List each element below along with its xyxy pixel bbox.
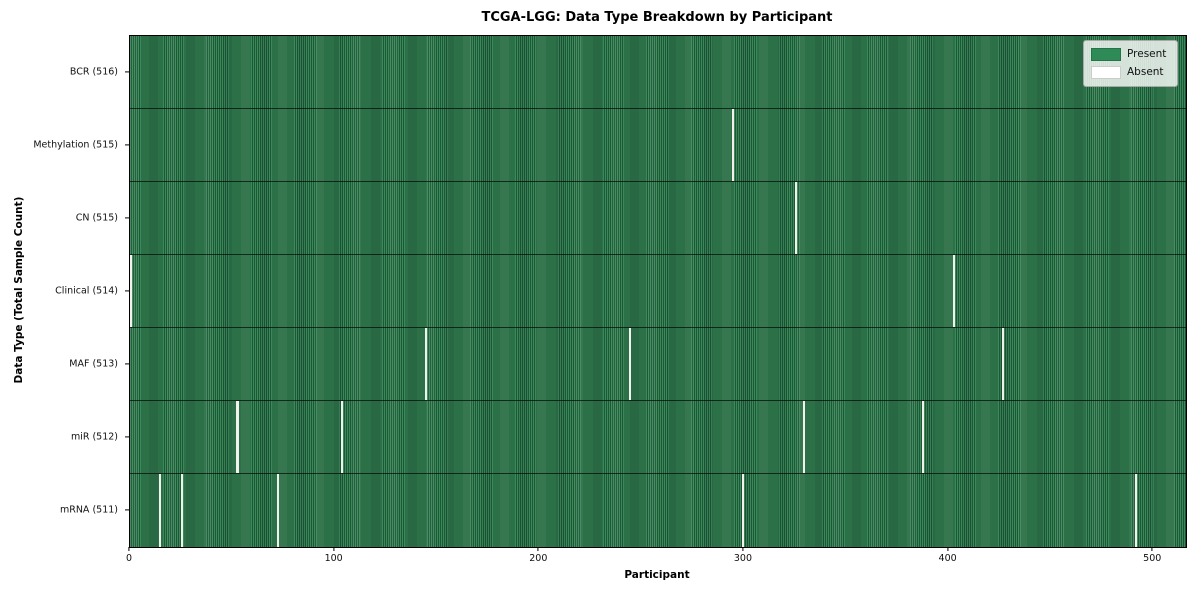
y-tick-mark [125,143,129,146]
heatmap-row-Methylation [130,109,1186,182]
x-tick-label-300: 300 [733,553,753,564]
legend-present-label: Present [1127,48,1167,60]
y-axis: BCR (516) Methylation (515) CN (515) Clinic… [0,35,129,546]
heatmap-row-miR [130,401,1186,474]
y-tick-mark [125,362,129,365]
x-tick-mark [537,547,539,551]
x-tick-mark [333,547,335,551]
x-axis-label: Participant [624,569,690,581]
absent-marker [277,474,280,547]
y-tick-mark [125,216,129,219]
legend-item-present: Present [1091,48,1169,61]
heatmap-row-Clinical [130,255,1186,328]
y-tick-label-CN: CN (515) [75,212,118,223]
legend-present-swatch [1091,48,1121,61]
x-tick-label-400: 400 [938,553,957,564]
y-tick-mark [125,435,129,438]
heatmap-row-BCR [130,36,1186,109]
absent-marker [158,474,161,547]
heatmap-row-mRNA [130,474,1186,547]
x-tick-mark [947,547,949,551]
x-tick-label-100: 100 [324,553,343,564]
plot-area: Present Absent [129,35,1187,548]
x-axis: 0 100 200 300 400 500 [125,546,1185,578]
absent-marker [424,328,427,400]
y-tick-mark [125,70,129,73]
absent-marker [236,401,239,473]
legend-item-absent: Absent [1091,66,1169,79]
absent-marker [803,401,806,473]
y-tick-label-MAF: MAF (513) [69,358,118,369]
heatmap-row-MAF [130,328,1186,401]
y-tick-label-Clinical: Clinical (514) [55,285,118,296]
absent-marker [340,401,343,473]
y-tick-label-mRNA: mRNA (511) [59,504,118,515]
absent-marker [181,474,184,547]
x-tick-mark [128,547,130,551]
y-tick-mark [125,289,129,292]
absent-marker [795,182,798,254]
y-tick-label-miR: miR (512) [70,431,118,442]
absent-marker [922,401,925,473]
absent-marker [629,328,632,400]
absent-marker [952,255,955,327]
legend-absent-swatch [1091,66,1121,79]
absent-marker [1001,328,1004,400]
absent-marker [1134,474,1137,547]
chart-title: TCGA-LGG: Data Type Breakdown by Partici… [481,10,833,25]
y-tick-mark [125,508,129,511]
legend: Present Absent [1083,40,1178,87]
x-tick-label-200: 200 [529,553,548,564]
x-tick-label-0: 0 [125,553,133,564]
x-tick-mark [742,547,744,551]
x-tick-mark [1151,547,1153,551]
absent-marker [130,255,133,327]
x-tick-label-500: 500 [1143,553,1162,564]
heatmap-row-CN [130,182,1186,255]
absent-marker [731,109,734,181]
legend-absent-label: Absent [1127,66,1164,78]
absent-marker [741,474,744,547]
y-tick-label-BCR: BCR (516) [69,66,118,77]
y-tick-label-Methylation: Methylation (515) [33,139,118,150]
